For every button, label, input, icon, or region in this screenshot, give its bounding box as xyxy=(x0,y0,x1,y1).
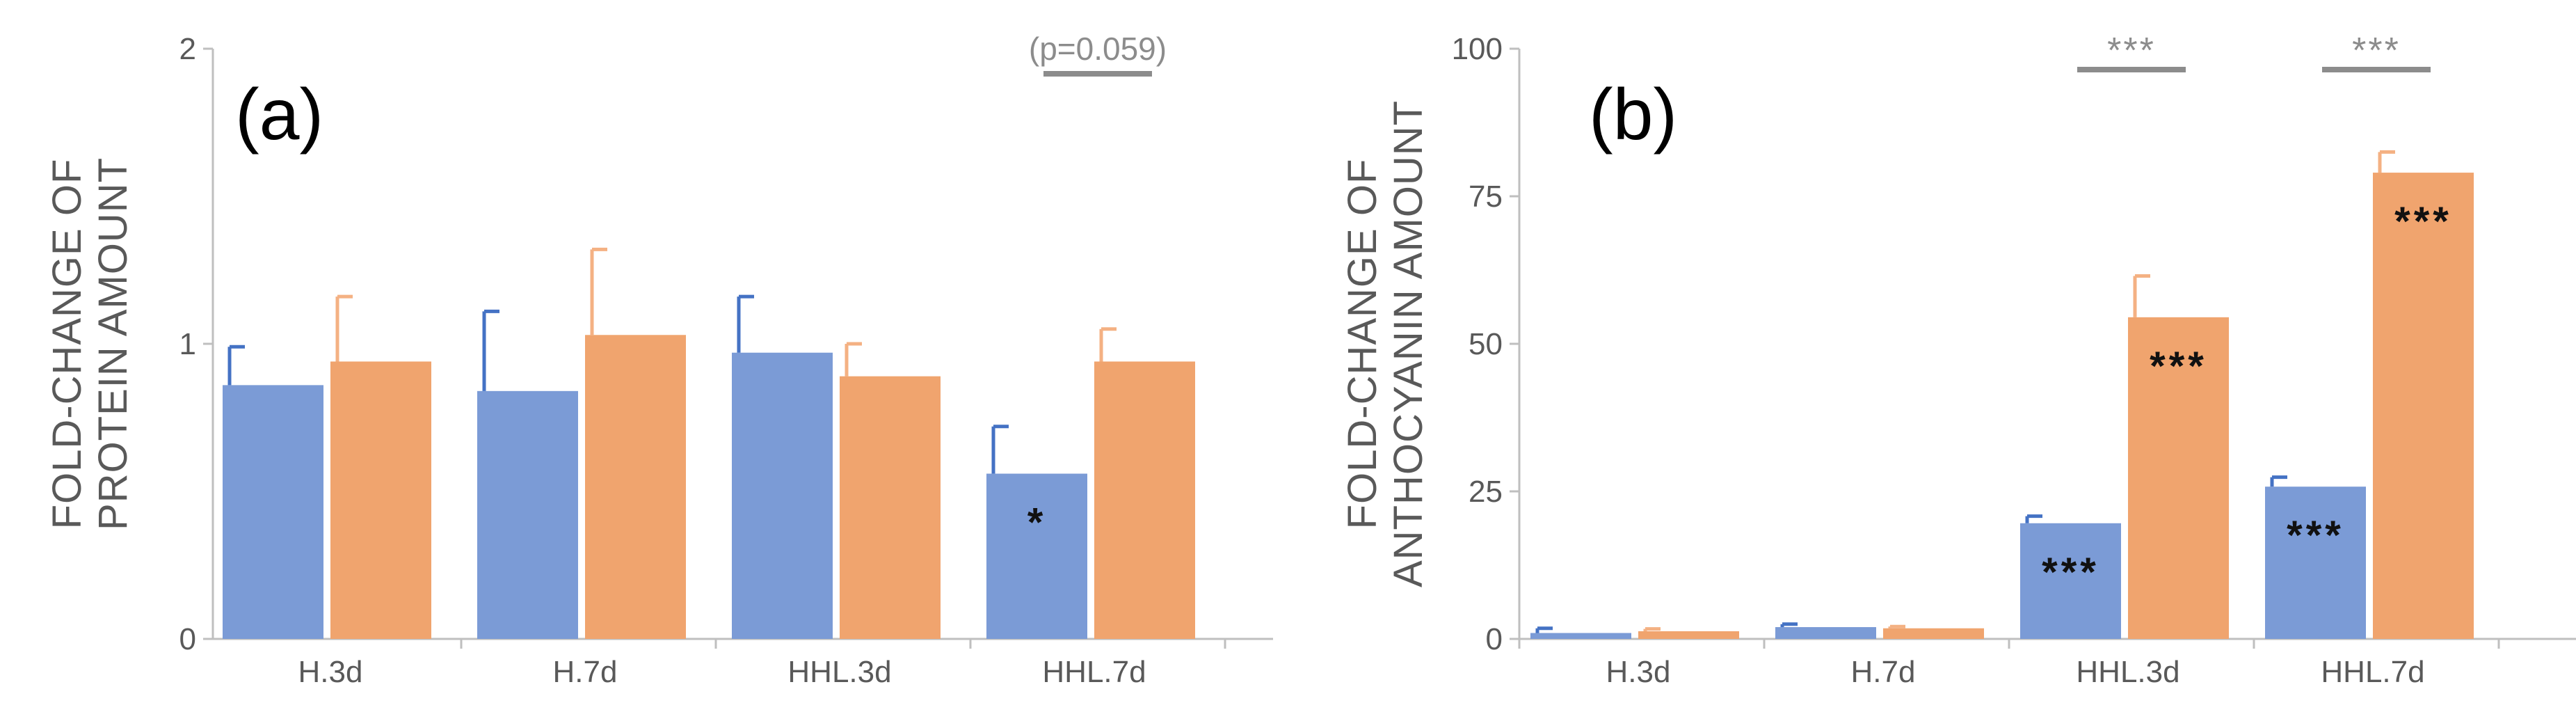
comparison-label: *** xyxy=(2107,31,2156,71)
panel-a: 0 1 2 FOLD-CHANGE OFPROTEIN AMOUNT (a) H.3d H.… xyxy=(45,31,1273,689)
y-axis-label-line: FOLD-CHANGE OF xyxy=(45,159,90,530)
bar-blue xyxy=(2265,486,2366,639)
panel-label: (a) xyxy=(235,74,323,155)
bar-blue xyxy=(1530,633,1631,639)
bar-orange xyxy=(1094,361,1195,639)
bar-orange xyxy=(1638,631,1739,639)
bar-blue xyxy=(477,390,578,639)
x-tick-label: HHL.3d xyxy=(2076,655,2179,689)
x-tick-label: H.3d xyxy=(1606,655,1671,689)
y-tick-label: 100 xyxy=(1452,32,1503,66)
y-tick-label: 50 xyxy=(1469,327,1503,361)
panel-label: (b) xyxy=(1589,74,1677,155)
y-tick-label: 0 xyxy=(179,622,196,656)
x-tick-label: H.3d xyxy=(298,655,363,689)
y-axis-label: FOLD-CHANGE OFANTHOCYANIN AMOUNT xyxy=(1340,100,1431,587)
bar-orange xyxy=(840,376,941,639)
significance-label: * xyxy=(1027,500,1047,546)
x-tick-label: H.7d xyxy=(553,655,618,689)
bar-orange xyxy=(585,335,686,639)
bar-blue xyxy=(2020,523,2121,639)
significance-label: *** xyxy=(2150,344,2207,389)
bar-orange xyxy=(1883,628,1984,639)
y-tick-label: 25 xyxy=(1469,475,1503,509)
bar-orange xyxy=(330,361,431,639)
bar-blue xyxy=(223,385,323,639)
x-tick-label: HHL.3d xyxy=(787,655,891,689)
bar-orange xyxy=(2128,317,2229,639)
bar-blue xyxy=(732,352,833,639)
comparison-label: *** xyxy=(2352,31,2401,71)
y-tick-label: 75 xyxy=(1469,180,1503,214)
y-tick-label: 0 xyxy=(1486,622,1503,656)
significance-label: *** xyxy=(2042,550,2099,595)
y-axis-label: FOLD-CHANGE OFPROTEIN AMOUNT xyxy=(45,157,136,530)
bar-orange xyxy=(2373,173,2474,639)
significance-label: *** xyxy=(2287,513,2344,558)
bar-blue xyxy=(986,473,1087,639)
x-tick-label: H.7d xyxy=(1851,655,1916,689)
y-axis-label-line: ANTHOCYANIN AMOUNT xyxy=(1386,100,1431,587)
y-axis-label-line: PROTEIN AMOUNT xyxy=(90,157,136,530)
y-axis-label-line: FOLD-CHANGE OF xyxy=(1340,159,1385,530)
panel-b: 0 25 50 75 100 FOLD-CHANGE OFANTHOCYANIN AMOU… xyxy=(1340,31,2576,689)
y-tick-label: 2 xyxy=(179,32,196,66)
comparison-label: (p=0.059) xyxy=(1029,31,1167,67)
significance-label: *** xyxy=(2394,199,2452,244)
y-tick-label: 1 xyxy=(179,327,196,361)
bar-blue xyxy=(1775,627,1876,639)
x-tick-label: HHL.7d xyxy=(1042,655,1146,689)
x-tick-label: HHL.7d xyxy=(2321,655,2424,689)
